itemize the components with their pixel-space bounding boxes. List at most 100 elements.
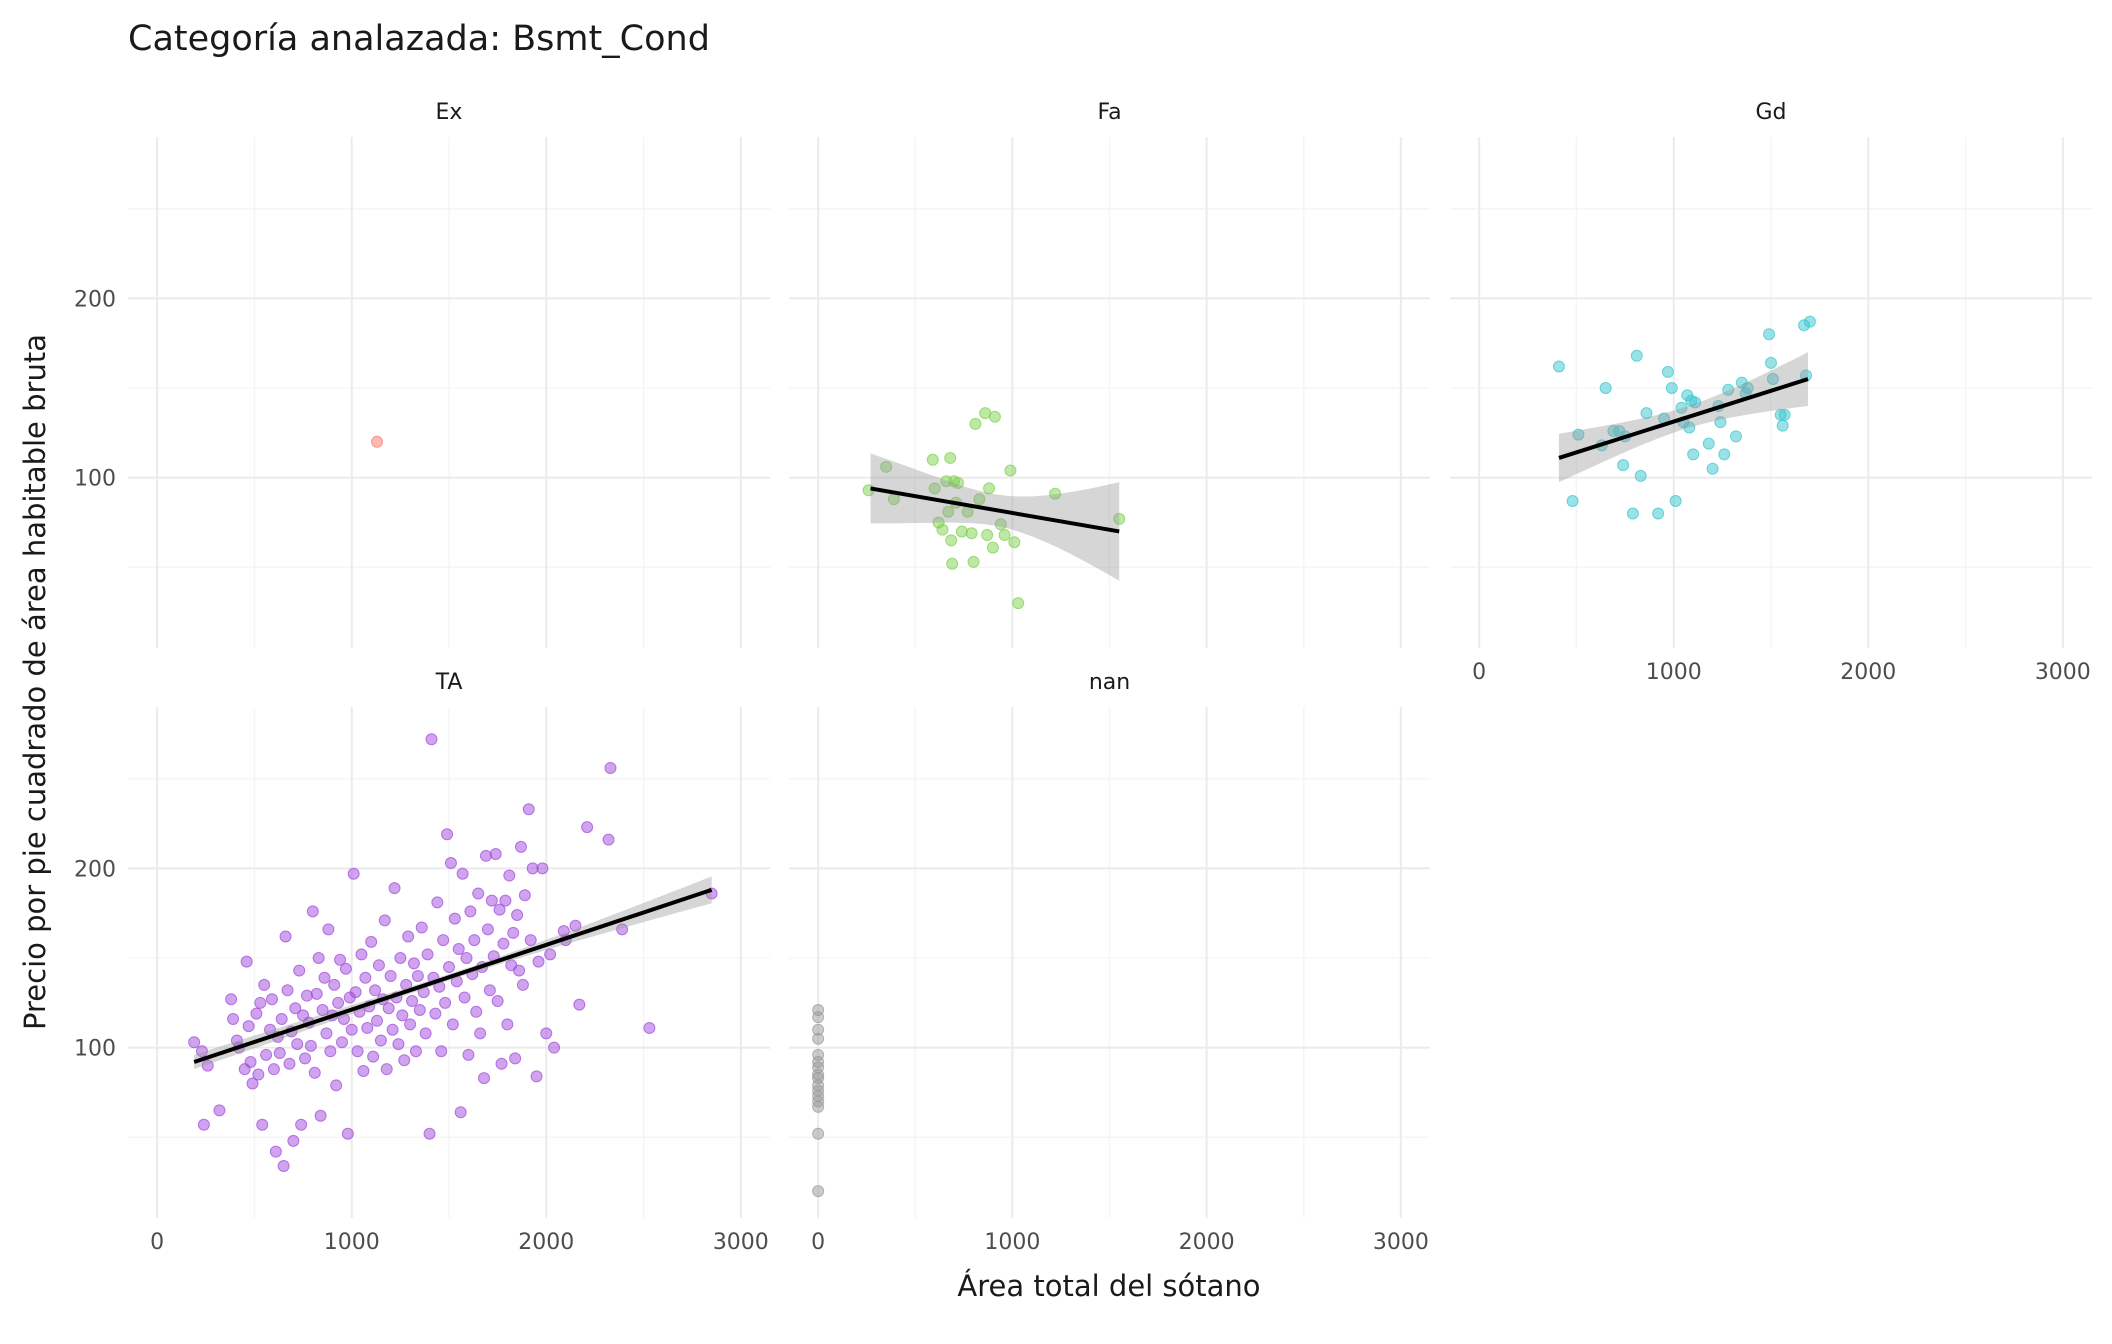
data-point [322, 923, 335, 936]
data-point [946, 557, 959, 570]
data-point [339, 962, 352, 975]
data-point [295, 1118, 308, 1131]
data-point [470, 1005, 483, 1018]
data-point [540, 1027, 553, 1040]
data-point [478, 1072, 491, 1085]
data-point [994, 518, 1007, 531]
x-tick-label: 1000 [984, 1230, 1040, 1255]
y-tick-label: 200 [74, 287, 116, 312]
data-point [225, 993, 238, 1006]
data-point [1776, 419, 1789, 432]
data-point [406, 995, 419, 1008]
data-point [1803, 315, 1816, 328]
data-point [514, 840, 527, 853]
data-point [464, 905, 477, 918]
data-point [441, 828, 454, 841]
confidence-band [194, 876, 712, 1070]
data-point [388, 882, 401, 895]
panel-Ex: Ex 100 200 [74, 100, 770, 648]
data-point [444, 856, 457, 869]
data-point [273, 1047, 286, 1060]
data-point [509, 1052, 522, 1065]
data-point [334, 953, 347, 966]
data-point [518, 889, 531, 902]
data-point [462, 1048, 475, 1061]
data-point [1012, 597, 1025, 610]
data-point [1652, 507, 1665, 520]
data-point [421, 948, 434, 961]
data-point [1552, 360, 1565, 373]
data-point [446, 1018, 459, 1031]
x-tick-label: 0 [811, 1230, 825, 1255]
regression-line [193, 887, 713, 1064]
data-point [503, 869, 516, 882]
data-point [485, 894, 498, 907]
data-point [439, 996, 452, 1009]
data-point [998, 529, 1011, 542]
data-point [1683, 421, 1696, 434]
y-tick-label: 200 [74, 857, 116, 882]
data-point [491, 995, 504, 1008]
data-point [1741, 382, 1754, 395]
data-point [369, 984, 382, 997]
x-axis-title: Área total del sótano [957, 1269, 1260, 1303]
data-point [213, 1104, 226, 1117]
data-point [944, 451, 957, 464]
data-point [318, 971, 331, 984]
data-point [275, 1012, 288, 1025]
y-axis-title: Precio por pie cuadrado de área habitabl… [18, 334, 52, 1030]
data-point [240, 955, 253, 968]
x-tick-label: 0 [150, 1230, 164, 1255]
data-point [812, 1011, 825, 1024]
panel-nan: nan 0 1000 2000 3000 [789, 670, 1430, 1255]
data-point [242, 1020, 255, 1033]
x-tick-label: 1000 [324, 1230, 380, 1255]
data-point [252, 1068, 265, 1081]
data-point [357, 1064, 370, 1077]
data-point [304, 1039, 317, 1052]
data-point [536, 862, 549, 875]
data-point [402, 930, 415, 943]
data-point [260, 1048, 273, 1061]
data-point [384, 969, 397, 982]
data-point [244, 1056, 257, 1069]
data-point [986, 541, 999, 554]
data-point [287, 1134, 300, 1147]
data-point [320, 1027, 333, 1040]
data-point [448, 912, 461, 925]
data-point [643, 1021, 656, 1034]
data-point [299, 1052, 312, 1065]
data-point [265, 993, 278, 1006]
data-point [507, 926, 520, 939]
data-point [419, 1027, 432, 1040]
data-point [481, 923, 494, 936]
data-point [413, 1004, 426, 1017]
data-point [365, 935, 378, 948]
data-point [1566, 494, 1579, 507]
facet-label: Ex [436, 100, 463, 125]
data-point [256, 1118, 269, 1131]
data-point [1626, 507, 1639, 520]
data-point [955, 525, 968, 538]
data-point [1008, 536, 1021, 549]
data-point [404, 1018, 417, 1031]
data-point [293, 964, 306, 977]
data-point [398, 1054, 411, 1067]
data-point [1765, 356, 1777, 369]
data-point [371, 1014, 384, 1027]
data-point [378, 914, 391, 927]
data-point [812, 1127, 825, 1140]
data-point [371, 435, 384, 448]
regression-line [1558, 377, 1809, 460]
data-point [468, 934, 481, 947]
data-point [386, 1023, 399, 1036]
data-point [374, 1034, 387, 1047]
data-point [435, 1045, 448, 1058]
data-point [437, 934, 450, 947]
data-point [524, 934, 537, 947]
facet-label: nan [1089, 670, 1130, 695]
data-point [279, 930, 292, 943]
data-point [967, 555, 980, 568]
